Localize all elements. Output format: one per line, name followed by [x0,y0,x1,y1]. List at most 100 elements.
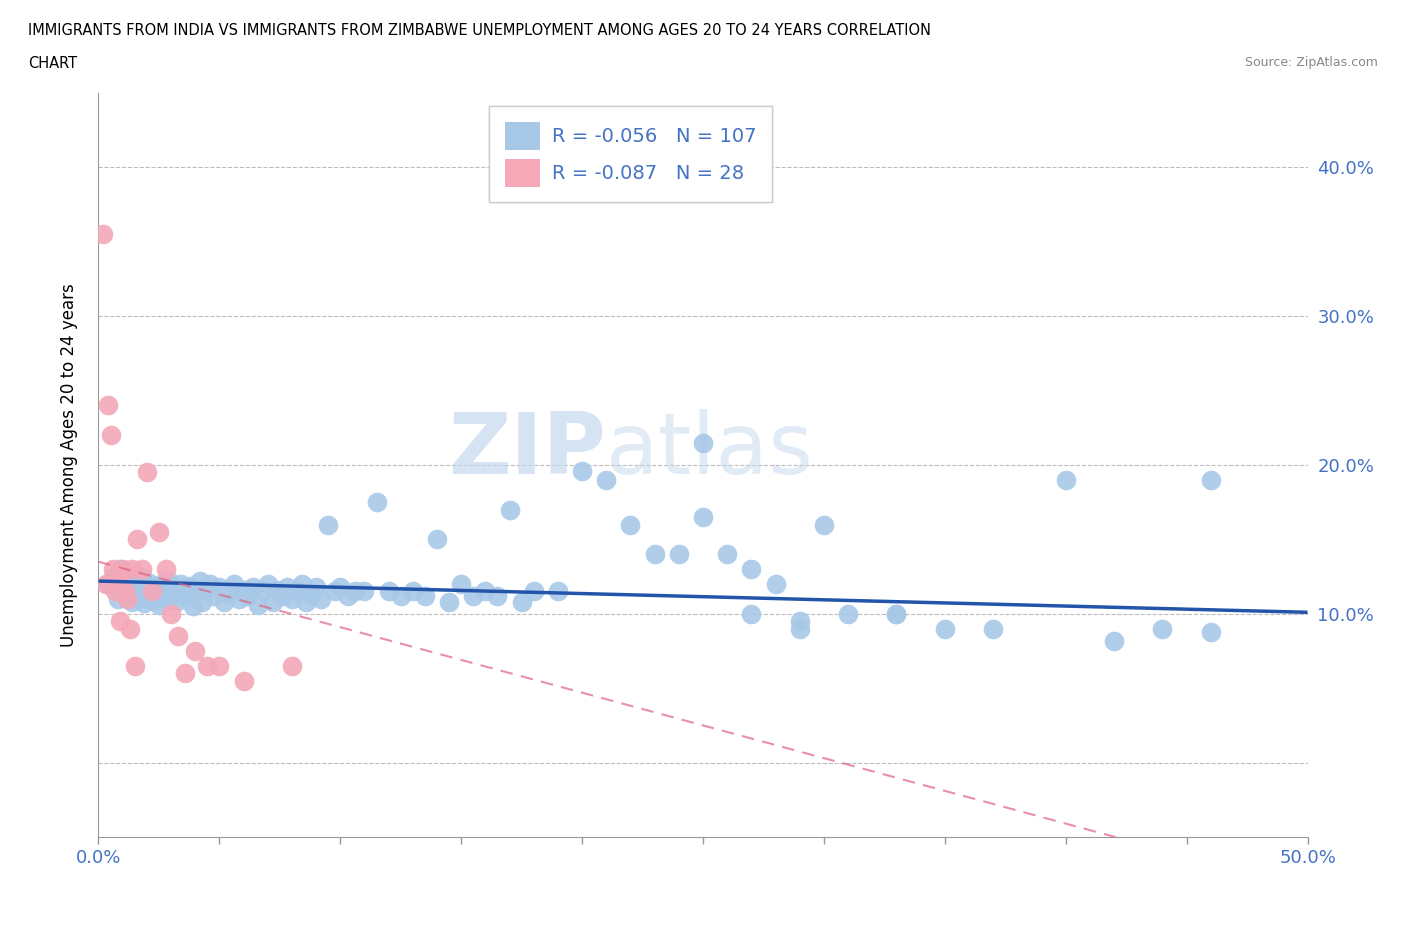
Point [184,584,207,599]
Point [107,569,129,584]
Point [204,589,226,604]
Point [366,495,388,510]
Point [377,584,399,599]
Point [118,574,141,589]
Point [124,658,146,673]
Point [343,584,366,599]
Text: Source: ZipAtlas.com: Source: ZipAtlas.com [1244,56,1378,69]
Point [281,658,304,673]
Point [228,591,250,606]
Point [124,582,146,597]
Point [101,562,124,577]
Point [523,584,546,599]
Point [91,227,114,242]
Point [789,614,811,629]
Point [389,589,412,604]
Point [152,584,174,599]
Point [191,594,214,609]
Point [135,584,157,599]
Point [1199,472,1222,487]
Point [619,517,641,532]
Point [135,465,157,480]
Point [167,629,190,644]
Point [117,591,139,606]
Point [222,577,245,591]
Point [127,532,149,547]
Point [266,582,288,597]
Point [232,582,254,597]
Point [740,562,762,577]
Point [188,574,211,589]
Point [247,597,270,612]
Point [1054,472,1077,487]
Point [141,593,163,608]
Point [740,606,762,621]
Point [299,587,322,602]
Legend: R = -0.056   N = 107, R = -0.087   N = 28: R = -0.056 N = 107, R = -0.087 N = 28 [489,106,772,203]
Point [118,621,141,636]
Point [402,584,425,599]
Point [172,587,194,602]
Point [208,579,231,594]
Point [232,673,254,688]
Point [716,547,738,562]
Point [486,589,509,604]
Point [179,578,201,593]
Point [692,510,714,525]
Point [174,581,197,596]
Point [131,562,153,577]
Point [305,579,328,594]
Point [167,584,190,599]
Point [934,621,956,636]
Point [1199,624,1222,639]
Point [145,579,167,594]
Point [336,589,359,604]
Point [148,597,170,612]
Point [426,532,449,547]
Point [181,599,204,614]
Point [813,517,835,532]
Point [131,569,153,584]
Point [789,621,811,636]
Point [184,644,207,658]
Point [547,584,569,599]
Point [886,606,908,621]
Point [450,577,472,591]
Point [160,589,183,604]
Point [114,579,136,594]
Point [104,584,127,599]
Point [101,569,124,584]
Point [316,517,339,532]
Point [571,463,593,478]
Point [108,562,131,577]
Point [143,587,166,602]
Point [413,589,436,604]
Point [100,428,122,443]
Point [295,594,318,609]
Point [128,590,150,604]
Point [252,584,274,599]
Point [1102,633,1125,648]
Point [595,472,617,487]
Point [108,614,131,629]
Point [276,579,298,594]
Point [1152,621,1174,636]
Point [97,577,120,591]
Text: CHART: CHART [28,56,77,71]
Point [177,590,200,604]
Point [127,578,149,593]
Point [498,502,520,517]
Point [198,577,221,591]
Point [117,589,139,604]
Point [281,591,304,606]
Point [134,596,156,611]
Point [837,606,859,621]
Point [162,579,184,594]
Point [668,547,690,562]
Point [97,398,120,413]
Text: ZIP: ZIP [449,408,606,492]
Point [238,589,260,604]
Point [157,574,180,589]
Point [155,562,177,577]
Point [94,577,117,591]
